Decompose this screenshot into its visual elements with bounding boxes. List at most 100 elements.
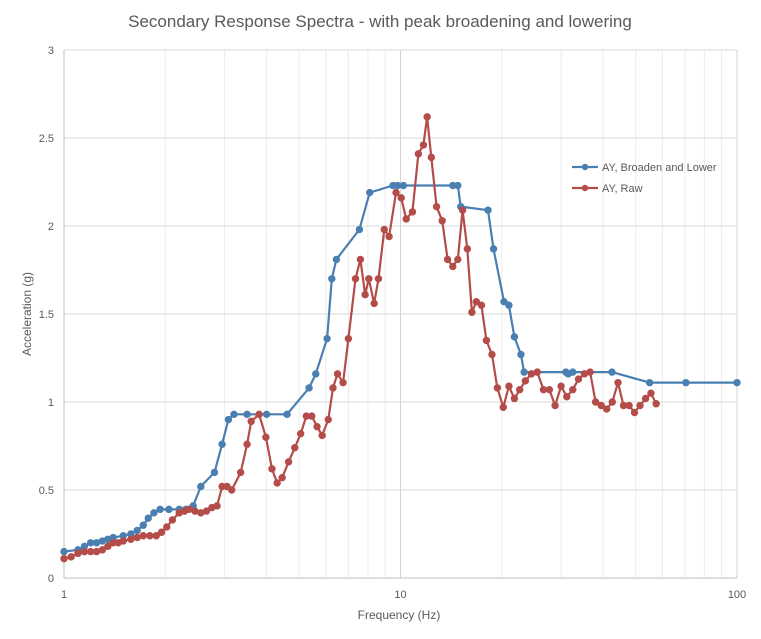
series-1-point: [517, 350, 525, 359]
series-1-point: [484, 206, 492, 214]
series-2-point: [291, 444, 299, 452]
series-2-point: [333, 370, 342, 378]
series-2-point: [213, 502, 221, 510]
series-1-point: [355, 225, 364, 234]
series-2-point: [163, 523, 171, 531]
series-1-point: [323, 334, 331, 343]
legend-marker: [581, 184, 589, 192]
series-2-point: [133, 533, 141, 542]
series-2-point: [262, 433, 270, 441]
series-2-point: [468, 308, 476, 316]
series-2-point: [608, 398, 616, 406]
series-1-point: [133, 526, 141, 535]
series-2-point: [139, 532, 147, 540]
series-2-point: [419, 141, 428, 149]
series-1-point: [510, 333, 519, 341]
series-1-point: [144, 514, 152, 522]
series-2-point: [443, 255, 452, 264]
series-2-point: [454, 255, 462, 264]
axes: 0 0.5 1 1.5 2 2.5 3 1 10 100: [39, 45, 746, 601]
series-1-point: [682, 378, 690, 387]
series-2-point: [408, 208, 417, 216]
series-2-point: [339, 378, 347, 387]
series-2-point: [296, 429, 305, 438]
series-2-point: [597, 401, 605, 410]
series-2-point: [284, 458, 293, 466]
series-2-point: [427, 153, 436, 162]
series-2-point: [361, 290, 369, 299]
series-2-point: [625, 401, 633, 410]
series-1-point: [197, 482, 205, 491]
series-2-point: [243, 440, 251, 448]
series-2-point: [557, 382, 565, 390]
series-2-point: [482, 336, 491, 345]
series-1-point: [569, 368, 577, 376]
series-2-point: [152, 532, 160, 540]
series-2-point: [329, 384, 337, 392]
series-2-point: [641, 394, 650, 403]
series-2-point: [647, 389, 655, 397]
series-2-point: [98, 546, 107, 554]
series-1-point: [262, 410, 271, 419]
series-2-point: [67, 553, 75, 561]
series-2-point: [104, 542, 112, 551]
series-2-point: [146, 532, 154, 540]
series-2-point: [449, 262, 457, 271]
series-2-point: [351, 275, 360, 283]
series-2-point: [551, 401, 559, 410]
series-2-point: [458, 206, 467, 214]
series-2-point: [273, 479, 281, 487]
series-2-point: [505, 382, 513, 390]
series-1-point: [332, 255, 341, 264]
series-2-point: [569, 385, 577, 394]
series-1-point: [454, 181, 462, 190]
legend-marker: [581, 163, 589, 171]
series-2-point: [603, 405, 611, 413]
series-2-point: [636, 401, 644, 410]
series-2-point: [119, 537, 127, 545]
grid: [63, 49, 738, 579]
series-2-point: [255, 410, 263, 419]
series-2-point: [397, 194, 405, 202]
series-1-point: [399, 181, 408, 190]
series-2-point: [533, 368, 542, 376]
series-1-point: [312, 370, 320, 378]
series-2-point: [202, 507, 211, 515]
series-2-point: [236, 468, 245, 477]
series-2-point: [380, 225, 388, 234]
y-axis-label: Acceleration (g): [20, 272, 34, 356]
series-1-point: [243, 410, 251, 419]
legend-label: AY, Broaden and Lower: [602, 162, 717, 174]
series-1-point: [500, 297, 508, 306]
series-2-point: [493, 384, 502, 392]
series-2-point: [477, 301, 486, 309]
series-1-point: [156, 505, 164, 514]
series-2-point: [318, 431, 326, 440]
series-2-point: [574, 375, 583, 383]
series-1-point: [520, 368, 528, 376]
series-2-point: [488, 350, 496, 359]
series-2-point: [463, 245, 472, 253]
series-2-point: [385, 232, 393, 241]
series-2-point: [344, 334, 353, 343]
series-1-point: [210, 468, 219, 477]
legend: AY, Broaden and Lower AY, Raw: [572, 162, 717, 195]
series-2-point: [356, 255, 365, 264]
series-2-point: [74, 549, 82, 558]
series-2-point: [313, 422, 321, 431]
series-2-point: [586, 368, 594, 376]
series-1-point: [150, 509, 158, 517]
series-2-point: [423, 113, 431, 121]
series-2-point: [521, 377, 530, 385]
y-tick-label: 0: [48, 573, 54, 585]
series-1-point: [60, 547, 68, 556]
series-1-point: [218, 440, 226, 448]
series-2-point: [414, 150, 423, 158]
x-tick-label: 100: [728, 589, 746, 601]
series-2-point: [545, 385, 554, 394]
series-2-point: [80, 547, 89, 556]
series-1-point: [505, 301, 513, 309]
series-2-point: [402, 215, 410, 223]
